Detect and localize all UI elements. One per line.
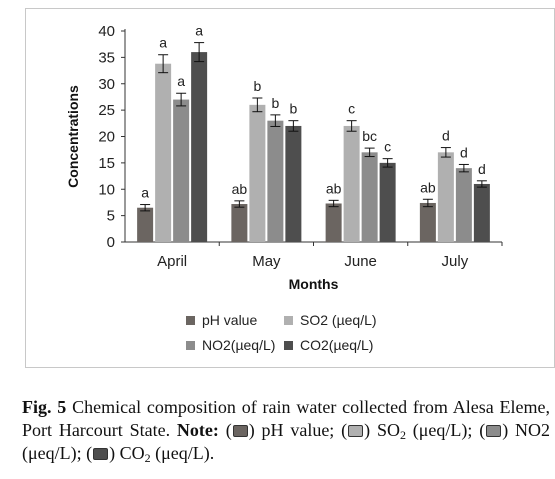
significance-label: d bbox=[478, 161, 486, 177]
significance-label: bc bbox=[362, 128, 377, 144]
bar bbox=[231, 204, 248, 242]
significance-label: b bbox=[289, 101, 297, 117]
significance-label: a bbox=[177, 73, 185, 89]
caption-so2: SO2 (μeq/L); bbox=[376, 420, 473, 442]
caption-no2: NO2 (μeq/L); bbox=[22, 420, 551, 463]
x-tick-label: May bbox=[252, 253, 281, 270]
significance-label: c bbox=[384, 139, 391, 155]
x-axis-title: Months bbox=[289, 276, 339, 292]
chart-frame: 0 5 10 15 20 25 30 35 40 Concentrations Months Apri… bbox=[25, 8, 555, 368]
bar bbox=[419, 202, 436, 242]
caption-ph: pH value; bbox=[261, 420, 335, 440]
y-tick-label: 0 bbox=[107, 234, 115, 251]
bar bbox=[437, 152, 454, 242]
significance-label: d bbox=[460, 144, 468, 160]
significance-label: a bbox=[195, 23, 203, 39]
y-tick-label: 25 bbox=[98, 102, 115, 119]
legend-label: SO2 (µeq/L) bbox=[300, 312, 377, 328]
legend-label: pH value bbox=[202, 312, 257, 328]
x-tick-label: June bbox=[344, 253, 377, 270]
bar bbox=[455, 168, 472, 242]
significance-label: a bbox=[141, 185, 149, 201]
chart-axes: 0 5 10 15 20 25 30 35 40 Concentrations Months Apri… bbox=[65, 23, 503, 292]
swatch-so2 bbox=[348, 425, 364, 437]
significance-label: b bbox=[271, 95, 279, 111]
chart-legend: pH value SO2 (µeq/L) NO2(µeq/L) CO2(µeq/L) bbox=[186, 312, 377, 353]
bar bbox=[379, 162, 396, 242]
significance-label: ab bbox=[232, 181, 248, 197]
caption-text: Chemical composition of rain water colle… bbox=[22, 397, 551, 440]
swatch-co2 bbox=[93, 448, 109, 460]
y-tick-label: 10 bbox=[98, 181, 115, 198]
significance-label: ab bbox=[420, 179, 436, 195]
bar bbox=[137, 207, 154, 242]
bar bbox=[285, 125, 302, 242]
legend-swatch bbox=[284, 341, 293, 350]
legend-label: CO2(µeq/L) bbox=[300, 337, 373, 353]
bar bbox=[473, 183, 490, 242]
x-tick-label: July bbox=[442, 253, 469, 270]
y-tick-label: 35 bbox=[98, 49, 115, 66]
x-tick-label: April bbox=[157, 253, 187, 270]
chart-bars bbox=[137, 42, 490, 242]
bar bbox=[173, 99, 190, 242]
y-axis-title: Concentrations bbox=[65, 85, 81, 188]
y-tick-label: 40 bbox=[98, 23, 115, 40]
legend-label: NO2(µeq/L) bbox=[202, 337, 275, 353]
y-tick-label: 20 bbox=[98, 129, 115, 146]
bar bbox=[325, 203, 342, 242]
figure-label: Fig. 5 bbox=[22, 397, 67, 417]
bar bbox=[249, 104, 266, 242]
note-label: Note: bbox=[176, 420, 219, 440]
bar bbox=[191, 52, 208, 242]
y-tick-label: 15 bbox=[98, 155, 115, 172]
bar bbox=[155, 63, 172, 242]
bar bbox=[267, 120, 284, 242]
y-tick-label: 30 bbox=[98, 76, 115, 93]
legend-swatch bbox=[186, 341, 195, 350]
significance-label: a bbox=[159, 35, 167, 51]
y-tick-label: 5 bbox=[107, 208, 115, 225]
legend-swatch bbox=[284, 316, 293, 325]
swatch-ph bbox=[232, 425, 248, 437]
figure-caption: Fig. 5 Chemical composition of rain wate… bbox=[22, 397, 551, 465]
significance-label: c bbox=[348, 101, 355, 117]
swatch-no2 bbox=[486, 425, 502, 437]
caption-co2: CO2 (μeq/L). bbox=[119, 443, 215, 465]
significance-label: ab bbox=[326, 180, 342, 196]
bar bbox=[361, 152, 378, 242]
significance-label: d bbox=[442, 128, 450, 144]
bar-chart: 0 5 10 15 20 25 30 35 40 Concentrations Months Apri… bbox=[65, 23, 503, 353]
legend-swatch bbox=[186, 316, 195, 325]
significance-label: b bbox=[253, 78, 261, 94]
bar bbox=[343, 125, 360, 242]
